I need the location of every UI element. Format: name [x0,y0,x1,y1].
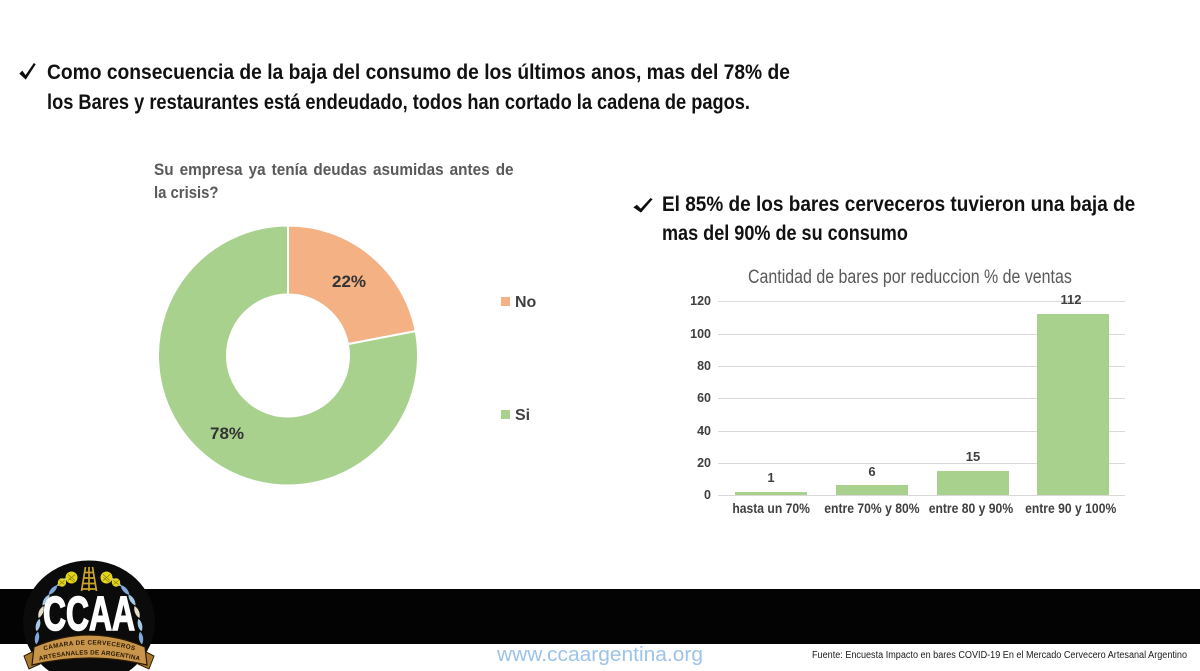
svg-text:CCAA: CCAA [43,588,135,641]
